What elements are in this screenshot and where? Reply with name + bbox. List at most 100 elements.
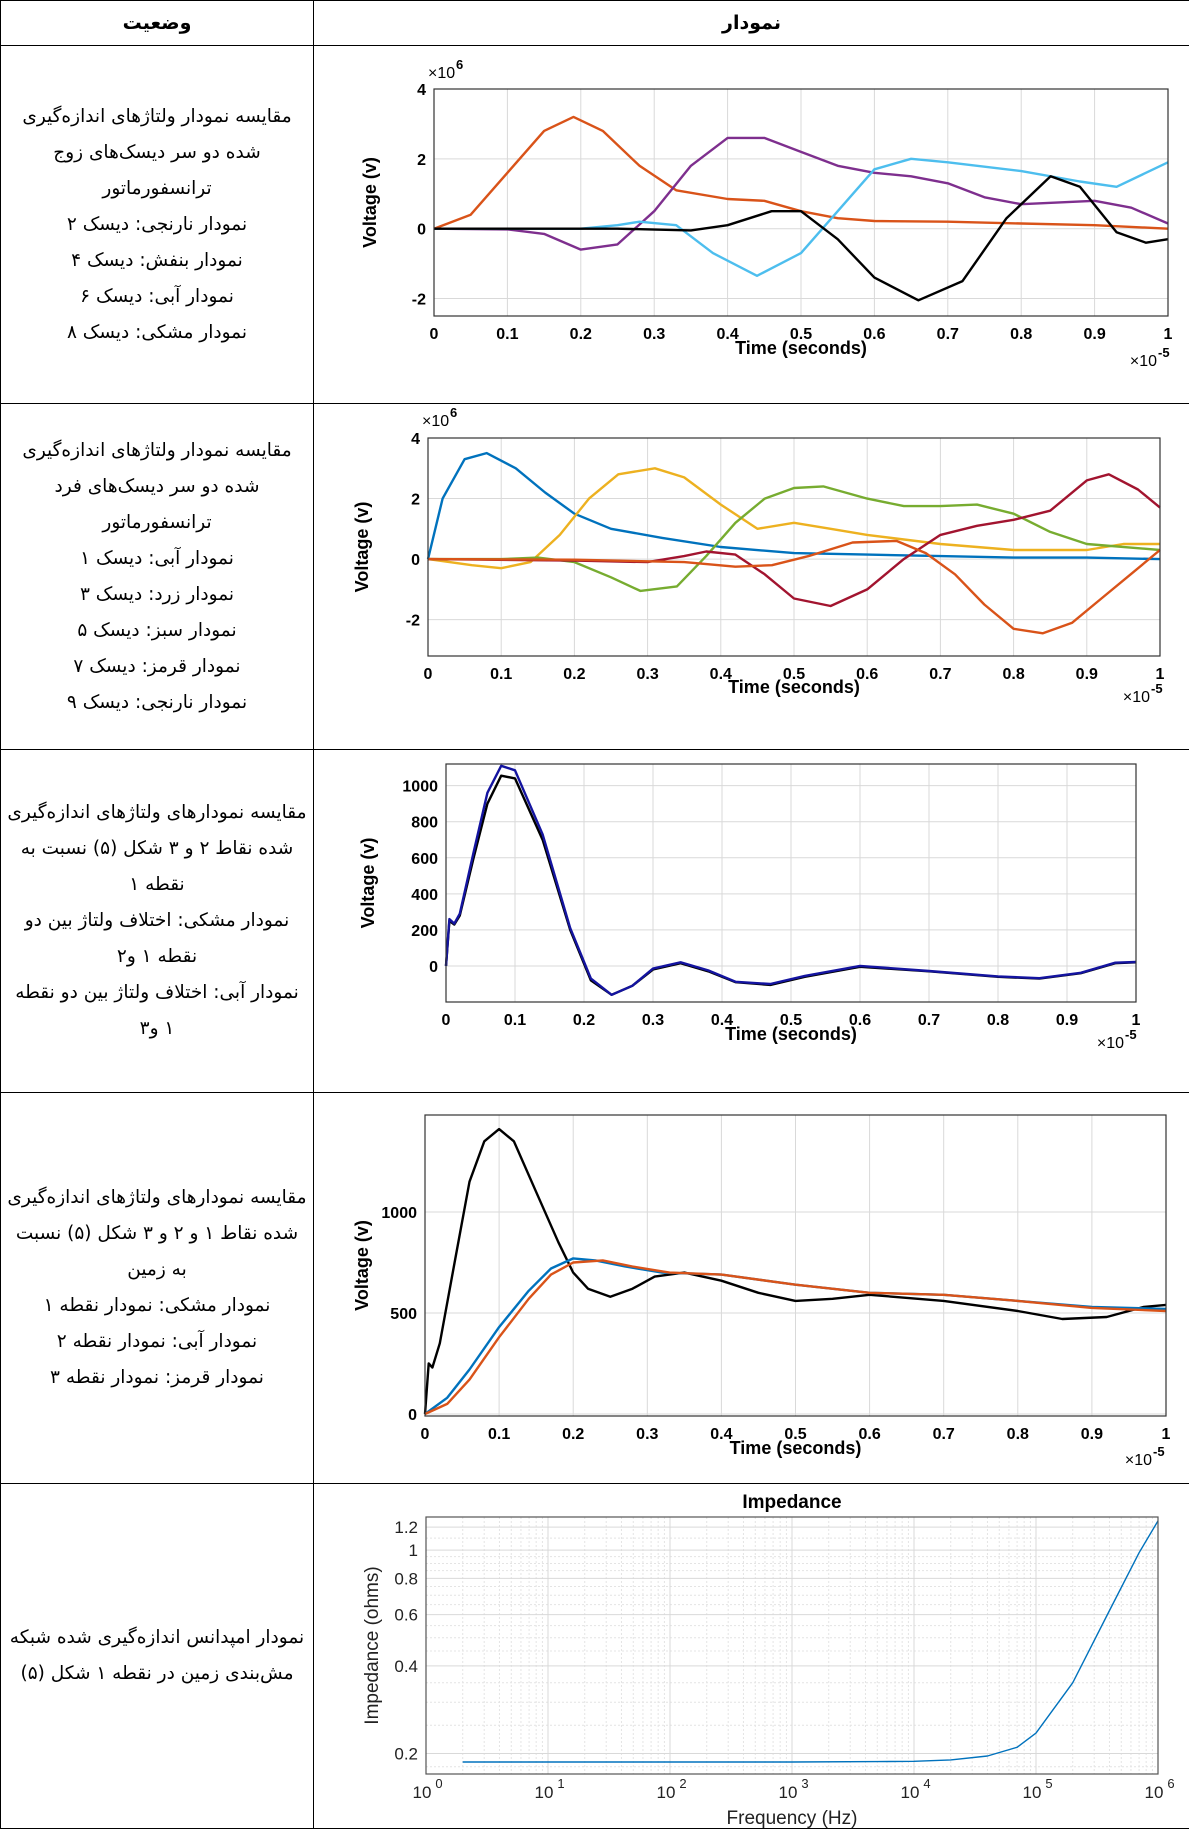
series-line <box>434 175 1169 302</box>
x-tick-exponent: 6 <box>1167 1776 1174 1791</box>
x-tick-label: 1 <box>1156 666 1165 683</box>
status-column-header: وضعیت <box>0 0 314 46</box>
status-line: نمودار نارنجی: دیسک ۲ <box>66 213 248 235</box>
x-tick-label: 0.8 <box>1007 1426 1029 1443</box>
x-tick-label: 1 <box>1132 1012 1141 1029</box>
series-line <box>433 115 1169 230</box>
x-tick-label: 0 <box>424 666 433 683</box>
y-tick-label: 0.4 <box>394 1657 418 1676</box>
plot-frame <box>425 1516 1159 1775</box>
y-tick-label: 1000 <box>402 779 438 796</box>
chart-cell: 0 0.1 0.2 0.3 0.4 0.5 0.6 0.7 0.8 0.9 1 0 200 400 600 8… <box>313 749 1189 1093</box>
x-multiplier: ×10 <box>1123 689 1150 706</box>
x-tick-label: 0.6 <box>858 1426 880 1443</box>
status-line: نمودار قرمز: نمودار نقطه ۳ <box>50 1367 264 1388</box>
x-tick-label: 0.7 <box>937 326 959 343</box>
y-tick-label: 0.8 <box>394 1569 418 1588</box>
series-line <box>462 1520 1159 1763</box>
x-tick-label: 0.1 <box>490 666 512 683</box>
x-tick-label: 10 <box>657 1783 676 1802</box>
y-multiplier-exponent: 6 <box>450 405 457 420</box>
x-tick-label: 0.4 <box>716 326 738 343</box>
y-tick-label: 0 <box>411 552 420 569</box>
x-tick-label: 0.5 <box>790 326 812 343</box>
y-tick-label: 500 <box>390 1306 417 1323</box>
x-axis-label: Time (seconds) <box>735 338 867 358</box>
y-tick-label: 4 <box>411 431 420 448</box>
status-cell: مقایسه نمودار ولتاژهای اندازه‌گیری شده د… <box>0 403 314 750</box>
status-line: مقایسه نمودارهای ولتاژهای اندازه‌گیری <box>7 802 307 823</box>
x-axis-label: Frequency (Hz) <box>727 1808 858 1829</box>
status-line: مقایسه نمودارهای ولتاژهای اندازه‌گیری <box>7 1187 307 1208</box>
status-line: نمودار آبی: دیسک ۶ <box>80 285 234 307</box>
x-tick-label: 0.6 <box>856 666 878 683</box>
x-multiplier-exponent: -5 <box>1158 345 1170 360</box>
y-axis-label: Voltage (v) <box>360 157 380 248</box>
status-line: نمودار مشکی: نمودار نقطه ۱ <box>43 1295 271 1316</box>
x-tick-label: 10 <box>1023 1783 1042 1802</box>
x-tick-label: 0.8 <box>987 1012 1009 1029</box>
chart-odd-disks: 0 0.1 0.2 0.3 0.4 0.5 0.6 0.7 0.8 0.9 1 -2 0 2 4 Time (… <box>352 405 1165 706</box>
status-line: نمودار امپدانس اندازه‌گیری شده شبکه <box>9 1627 305 1648</box>
y-tick-label: 0 <box>417 222 426 239</box>
x-tick-label: 0.9 <box>1076 666 1098 683</box>
status-line: نمودار آبی: اختلاف ولتاژ بین دو نقطه <box>15 982 299 1003</box>
x-tick-label: 1 <box>1162 1426 1171 1443</box>
status-cell: مقایسه نمودارهای ولتاژهای اندازه‌گیری شد… <box>0 1092 314 1484</box>
x-tick-label: 0.6 <box>849 1012 871 1029</box>
x-axis-label: Time (seconds) <box>725 1024 857 1044</box>
chart-impedance: 10 0 10 1 10 2 10 3 10 4 10 5 10 60.20.40.60.811.2Fre… <box>362 1492 1175 1829</box>
status-line: مش‌بندی زمین در نقطه ۱ شکل (۵) <box>20 1663 294 1684</box>
x-tick-label: 0.8 <box>1002 666 1024 683</box>
x-tick-label: 0 <box>442 1012 451 1029</box>
y-tick-label: 0.2 <box>394 1744 418 1763</box>
x-tick-label: 0.7 <box>918 1012 940 1029</box>
x-multiplier: ×10 <box>1130 353 1157 370</box>
x-multiplier: ×10 <box>1097 1035 1124 1052</box>
status-cell: مقایسه نمودار ولتاژهای اندازه‌گیری شده د… <box>0 45 314 404</box>
status-cell: مقایسه نمودارهای ولتاژهای اندازه‌گیری شد… <box>0 749 314 1093</box>
status-line: ترانسفورماتور <box>102 177 212 199</box>
x-tick-label: 0 <box>421 1426 430 1443</box>
chart-cell: 0 0.1 0.2 0.3 0.4 0.5 0.6 0.7 0.8 0.9 1 0 500 1000 Tim… <box>313 1092 1189 1484</box>
status-line: شده نقاط ۲ و ۳ شکل (۵) نسبت به <box>20 838 294 859</box>
chart-cell: 10 0 10 1 10 2 10 3 10 4 10 5 10 6 0.2 0.4 0.6 0.8 1 1.2 Fre… <box>313 1483 1189 1829</box>
status-line: نقطه ۱ و۲ <box>116 946 198 967</box>
y-tick-label: 0.6 <box>394 1606 418 1625</box>
series-line <box>428 485 1161 593</box>
x-tick-label: 10 <box>779 1783 798 1802</box>
series-line <box>427 467 1160 570</box>
x-tick-label: 0.5 <box>784 1426 806 1443</box>
x-tick-label: 0.3 <box>643 326 665 343</box>
series-line <box>427 539 1161 635</box>
x-tick-label: 0.7 <box>933 1426 955 1443</box>
x-multiplier-exponent: -5 <box>1151 681 1163 696</box>
x-axis-label: Time (seconds) <box>730 1438 862 1458</box>
x-tick-label: 0.3 <box>636 666 658 683</box>
series-line <box>426 451 1161 561</box>
x-tick-label: 0.9 <box>1083 326 1105 343</box>
chart-title: Impedance <box>742 1492 841 1513</box>
y-tick-label: -2 <box>412 292 426 309</box>
chart-cell: 0 0.1 0.2 0.3 0.4 0.5 0.6 0.7 0.8 0.9 1 -2 0 2 4 Time (… <box>313 403 1189 750</box>
y-tick-label: 0 <box>408 1407 417 1424</box>
x-tick-label: 10 <box>1145 1783 1164 1802</box>
status-line: شده دو سر دیسک‌های زوج <box>53 141 261 163</box>
x-multiplier-exponent: -5 <box>1153 1444 1165 1459</box>
chart-points-to-ground: 0 0.1 0.2 0.3 0.4 0.5 0.6 0.7 0.8 0.9 1 0 500 1000 Tim… <box>352 1114 1171 1469</box>
status-line: ۱ و۳ <box>139 1018 175 1039</box>
status-line: نمودار زرد: دیسک ۳ <box>79 583 235 605</box>
status-line: به زمین <box>127 1259 187 1280</box>
x-tick-label: 1 <box>1164 326 1173 343</box>
y-multiplier-exponent: 6 <box>456 57 463 72</box>
x-multiplier: ×10 <box>1125 1452 1152 1469</box>
x-tick-label: 0.5 <box>783 666 805 683</box>
x-tick-exponent: 1 <box>557 1776 564 1791</box>
status-line: نمودار آبی: دیسک ۱ <box>80 547 234 569</box>
series-line <box>423 1127 1167 1415</box>
status-line: شده نقاط ۱ و ۲ و ۳ شکل (۵) نسبت <box>15 1223 299 1244</box>
status-line: ترانسفورماتور <box>102 511 212 533</box>
x-multiplier-exponent: -5 <box>1125 1027 1137 1042</box>
